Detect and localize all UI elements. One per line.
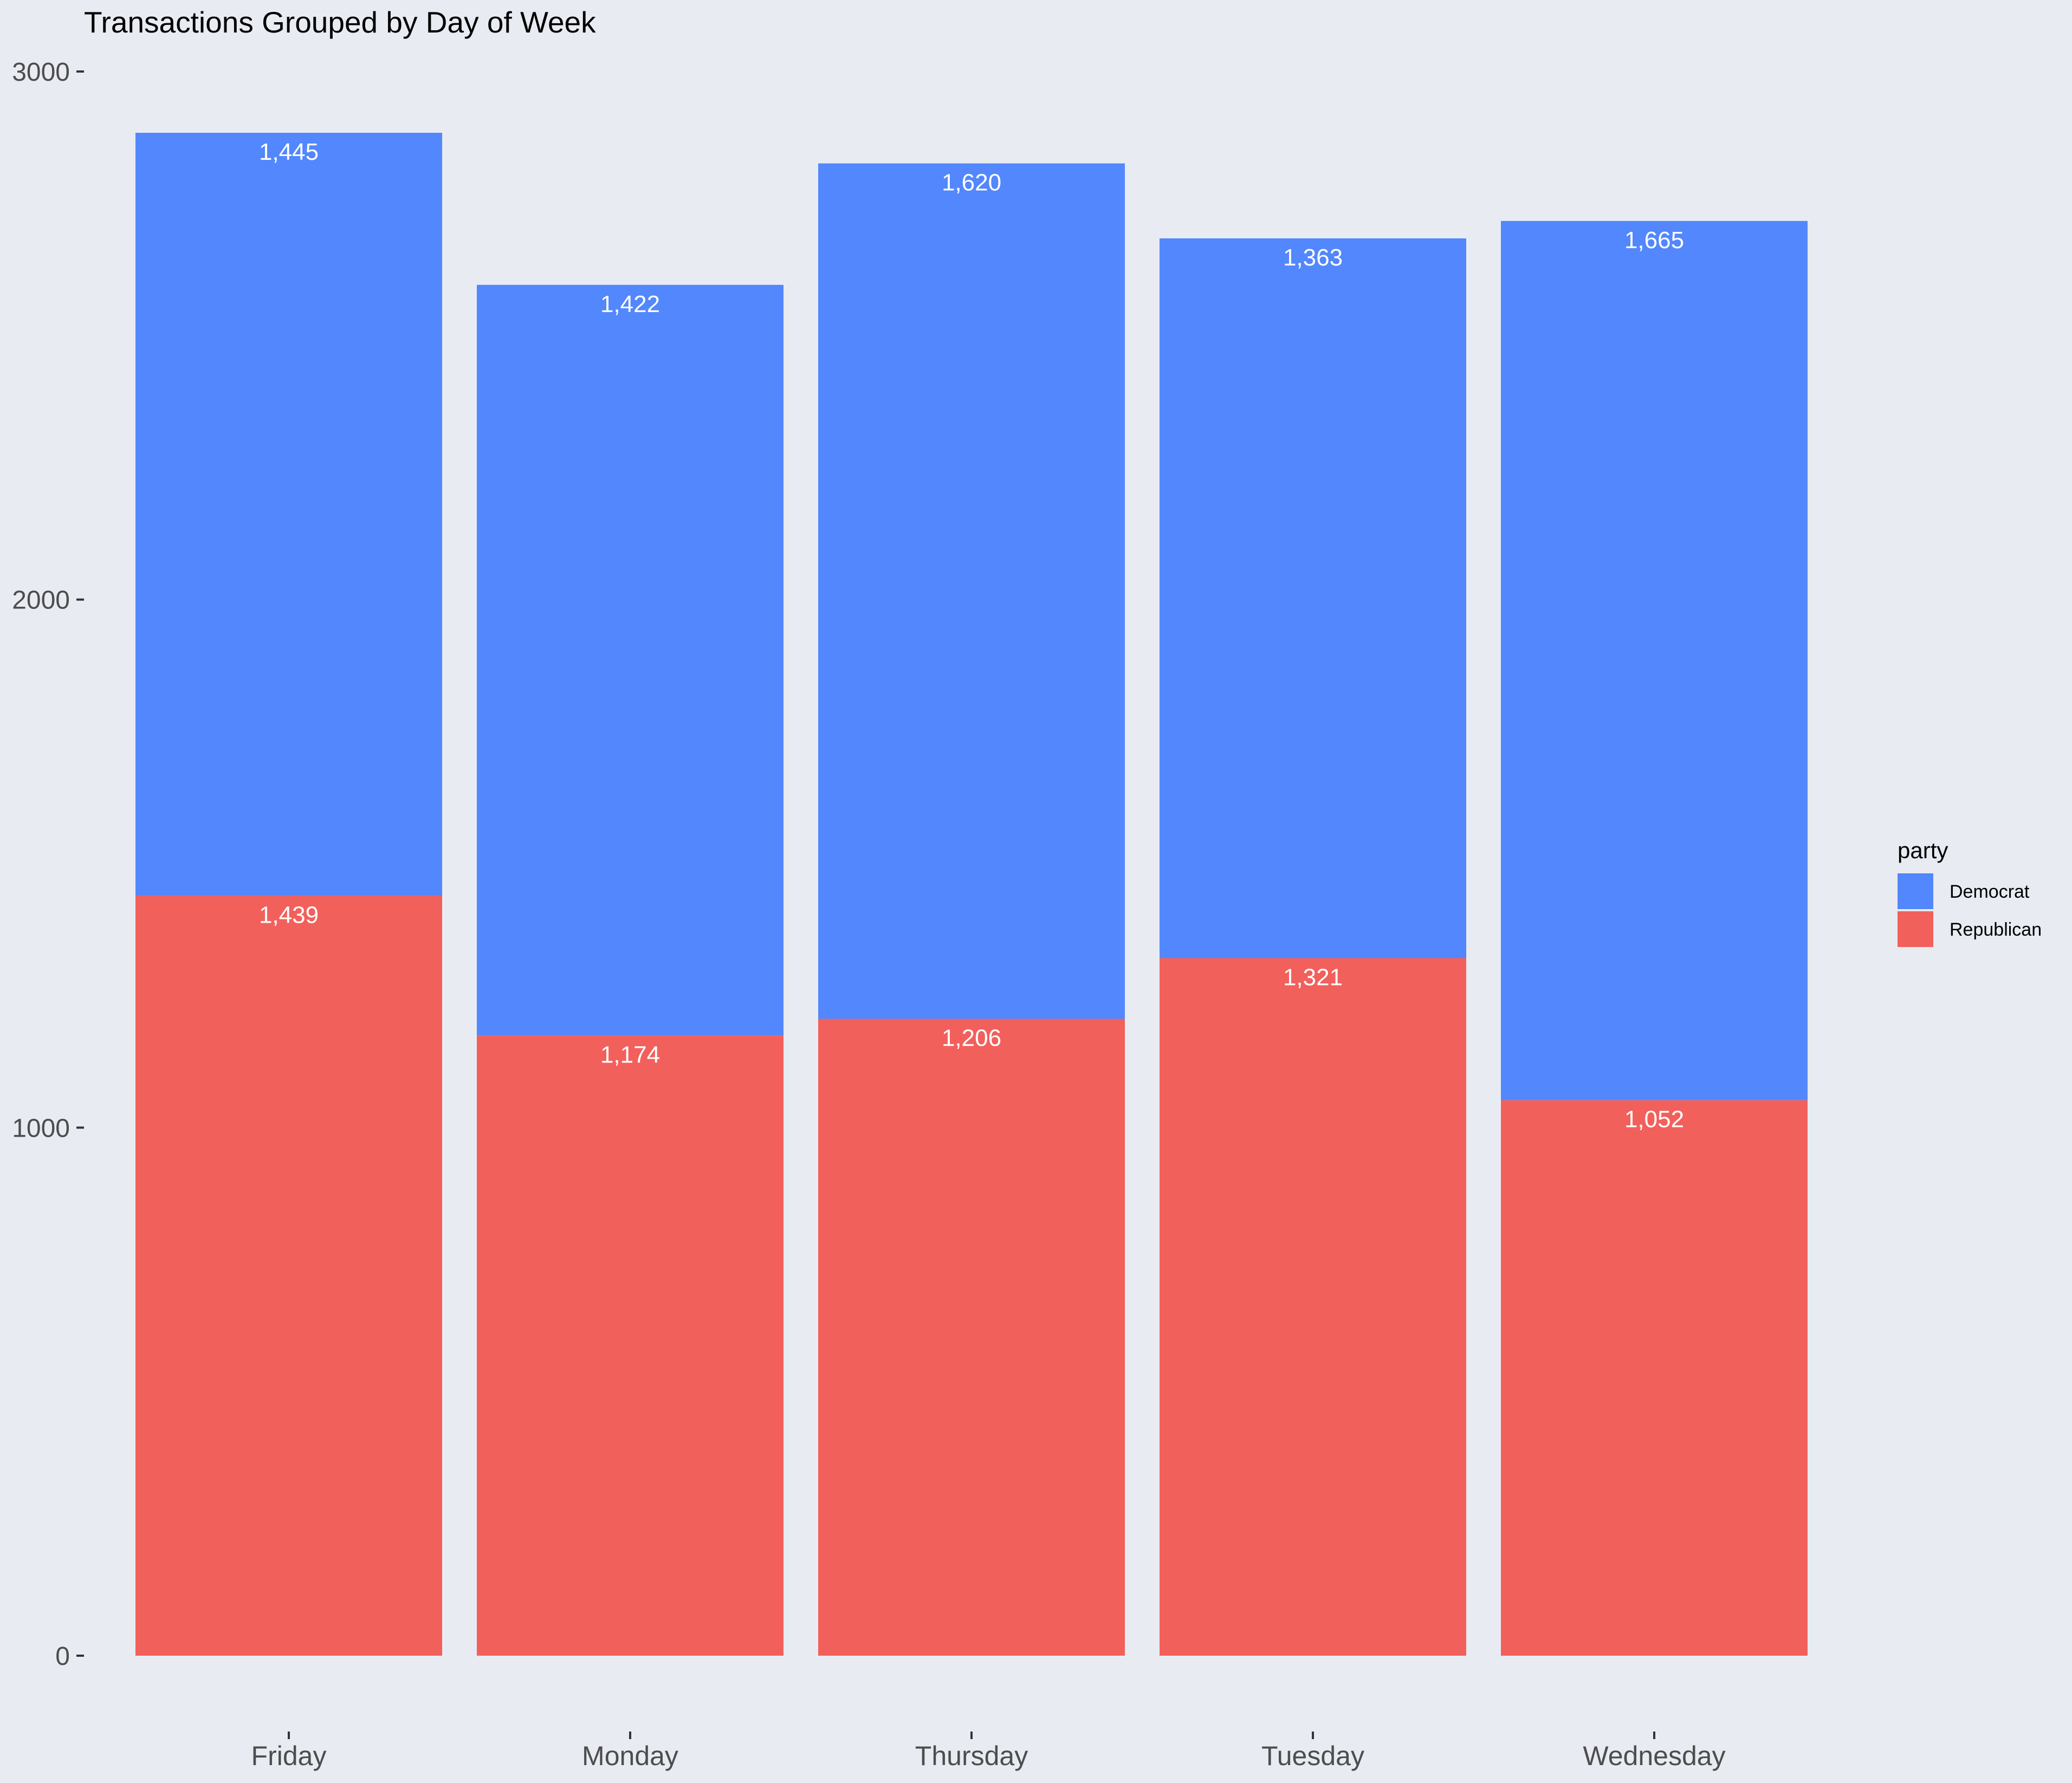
y-tick-label: 3000 <box>12 58 70 87</box>
y-tick-label: 1000 <box>12 1114 70 1143</box>
bars <box>135 133 1808 1656</box>
x-tick-label: Monday <box>582 1741 678 1771</box>
y-axis: 0 1000 2000 3000 <box>12 58 84 1671</box>
bar-label-democrat-thursday: 1,620 <box>942 170 1001 196</box>
bar-republican-wednesday <box>1501 1100 1808 1656</box>
bar-label-democrat-wednesday: 1,665 <box>1624 227 1684 254</box>
legend-swatch-democrat <box>1898 873 1933 909</box>
x-tick-label: Wednesday <box>1583 1741 1725 1771</box>
bar-republican-friday <box>135 896 442 1656</box>
legend-label-democrat: Democrat <box>1950 881 2030 902</box>
bar-label-republican-wednesday: 1,052 <box>1624 1106 1684 1133</box>
bar-label-republican-tuesday: 1,321 <box>1283 964 1343 990</box>
bar-republican-monday <box>477 1035 784 1656</box>
x-axis: Friday Monday Thursday Tuesday Wednesday <box>251 1732 1726 1771</box>
bar-label-republican-thursday: 1,206 <box>942 1025 1001 1052</box>
y-tick-label: 2000 <box>12 586 70 615</box>
bar-label-republican-monday: 1,174 <box>600 1042 660 1068</box>
x-tick-label: Tuesday <box>1261 1741 1364 1771</box>
bar-democrat-thursday <box>818 163 1125 1019</box>
chart-title: Transactions Grouped by Day of Week <box>84 5 596 39</box>
legend-title: party <box>1898 838 1948 863</box>
x-tick-label: Friday <box>251 1741 327 1771</box>
bar-label-democrat-monday: 1,422 <box>600 291 660 317</box>
bar-label-democrat-tuesday: 1,363 <box>1283 244 1343 271</box>
bar-republican-thursday <box>818 1019 1125 1656</box>
bar-democrat-wednesday <box>1501 221 1808 1100</box>
y-tick-label: 0 <box>55 1642 70 1671</box>
bar-democrat-tuesday <box>1160 238 1466 958</box>
bar-label-democrat-friday: 1,445 <box>259 139 319 165</box>
bar-democrat-friday <box>135 133 442 896</box>
bar-label-republican-friday: 1,439 <box>259 902 319 928</box>
bar-labels: 1,439 1,445 1,174 1,422 1,206 1,620 1,321 1,363… <box>259 139 1684 1133</box>
bar-republican-tuesday <box>1160 958 1466 1656</box>
legend-label-republican: Republican <box>1950 919 2042 940</box>
x-tick-label: Thursday <box>915 1741 1028 1771</box>
bar-democrat-monday <box>477 284 784 1036</box>
legend-swatch-republican <box>1898 911 1933 947</box>
